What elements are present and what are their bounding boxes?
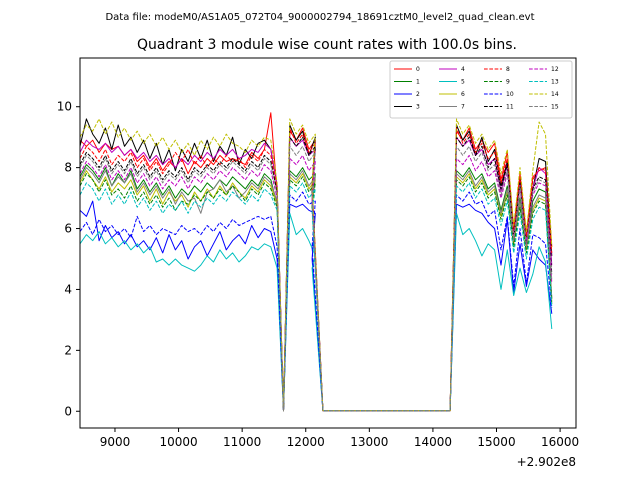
y-tick-label: 8	[64, 161, 72, 175]
series-line-7	[79, 167, 553, 412]
legend-label-14: 14	[551, 91, 559, 98]
legend-label-3: 3	[416, 104, 420, 111]
y-tick-label: 0	[64, 404, 72, 418]
x-tick-label: 15000	[477, 435, 515, 449]
series-line-2	[79, 200, 553, 412]
legend-label-1: 1	[416, 79, 420, 86]
y-axis: 0 2 4 6 8 10	[57, 100, 80, 418]
x-tick-label: 11000	[223, 435, 261, 449]
x-tick-label: 10000	[159, 435, 197, 449]
x-tick-label: 12000	[287, 435, 325, 449]
legend-label-15: 15	[551, 104, 559, 111]
series-line-0	[79, 112, 553, 412]
series-line-1	[79, 164, 553, 412]
series-line-5	[79, 212, 553, 412]
x-tick-label: 16000	[541, 435, 579, 449]
legend-label-12: 12	[551, 66, 559, 73]
x-tick-label: 13000	[350, 435, 388, 449]
legend-label-5: 5	[461, 79, 465, 86]
series-line-3	[79, 118, 553, 412]
x-tick-label: 14000	[414, 435, 452, 449]
y-tick-label: 2	[64, 343, 72, 357]
series-line-9	[79, 173, 553, 412]
series-line-10	[79, 191, 553, 412]
series-line-8	[79, 127, 553, 412]
chart-title: Quadrant 3 module wise count rates with …	[137, 37, 517, 53]
y-tick-label: 10	[57, 100, 72, 114]
series-line-15	[79, 145, 553, 412]
x-tick-label: 9000	[100, 435, 131, 449]
legend-label-10: 10	[506, 91, 514, 98]
legend-box	[389, 60, 573, 119]
legend-label-7: 7	[461, 104, 465, 111]
series-line-6	[79, 170, 553, 412]
series-layer	[79, 112, 553, 412]
legend-label-2: 2	[416, 91, 420, 98]
y-tick-label: 6	[64, 222, 72, 236]
series-line-13	[79, 182, 553, 412]
x-axis: 9000 10000 11000 12000 13000 14000 15000 16000	[100, 428, 579, 449]
plot-area	[80, 58, 576, 428]
series-line-11	[79, 136, 553, 412]
x-offset-label: +2.902e8	[517, 455, 576, 469]
legend-label-9: 9	[506, 79, 510, 86]
legend-label-13: 13	[551, 79, 559, 86]
series-line-12	[79, 154, 553, 412]
legend-label-4: 4	[461, 66, 465, 73]
plot-frame	[79, 57, 577, 429]
legend-label-6: 6	[461, 91, 465, 98]
legend-label-11: 11	[506, 104, 514, 111]
series-line-14	[79, 118, 553, 412]
y-tick-label: 4	[64, 282, 72, 296]
series-line-4	[79, 136, 553, 412]
legend-label-0: 0	[416, 66, 420, 73]
figure-suptitle: Data file: modeM0/AS1A05_072T04_90000027…	[105, 12, 534, 23]
legend-label-8: 8	[506, 66, 510, 73]
